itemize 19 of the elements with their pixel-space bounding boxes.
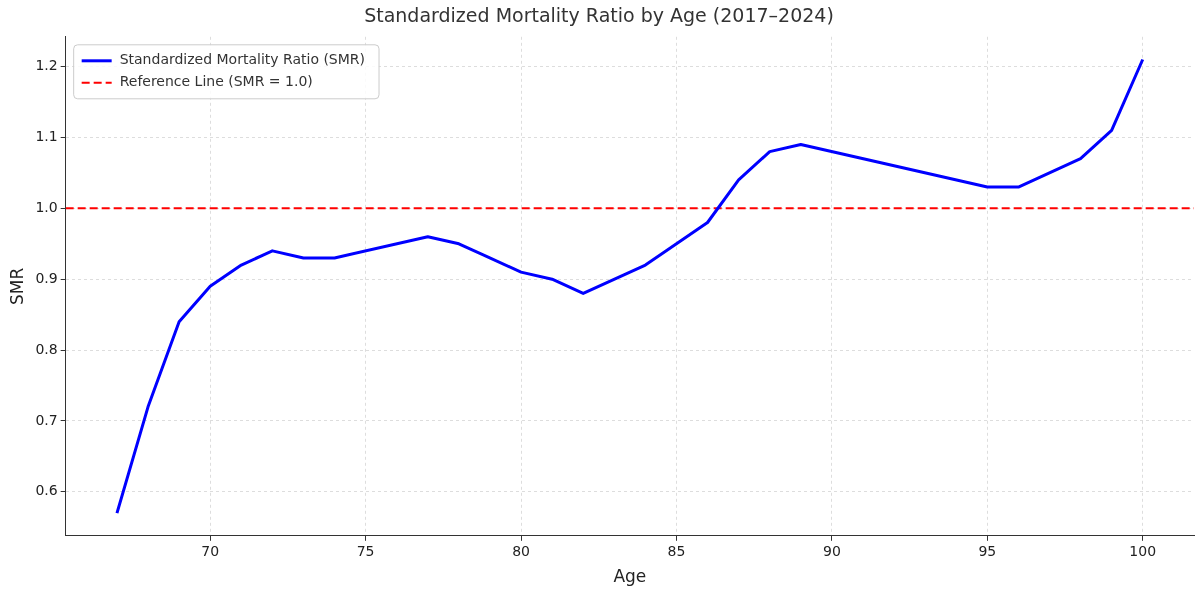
y-tick-label: 1.2 — [35, 57, 58, 74]
x-tick-label: 70 — [201, 542, 220, 559]
legend-label: Standardized Mortality Ratio (SMR) — [119, 51, 366, 68]
x-tick-label: 90 — [822, 542, 841, 559]
x-tick-label: 95 — [978, 542, 997, 559]
x-tick-label: 100 — [1129, 542, 1157, 559]
y-tick-label: 0.8 — [35, 340, 58, 357]
x-tick-label: 80 — [512, 542, 530, 559]
x-tick-label: 85 — [667, 542, 686, 559]
x-axis-title: Age — [613, 566, 647, 587]
chart-title: Standardized Mortality Ratio by Age (2017–2024) — [364, 4, 834, 27]
y-tick-label: 0.9 — [35, 269, 58, 286]
y-tick-label: 1.0 — [35, 198, 58, 215]
y-tick-label: 0.7 — [35, 411, 58, 428]
y-tick-label: 1.1 — [35, 128, 58, 145]
x-tick-label: 75 — [356, 542, 375, 559]
y-axis-title: SMR — [6, 267, 27, 305]
y-tick-label: 0.6 — [35, 482, 58, 499]
legend-label: Reference Line (SMR = 1.0) — [119, 73, 313, 90]
